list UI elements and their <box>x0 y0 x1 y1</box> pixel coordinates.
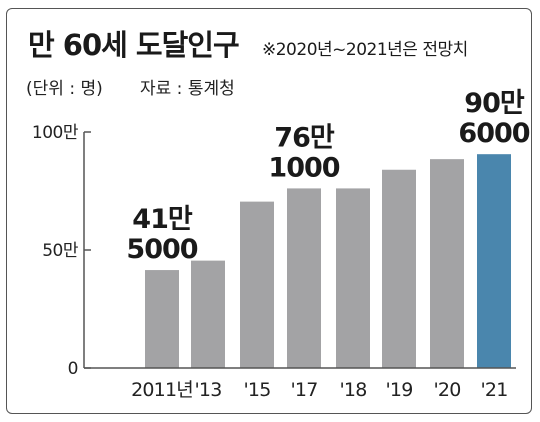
data-label: 5000 <box>126 234 197 265</box>
bar <box>430 159 464 368</box>
x-tick-label: '21 <box>481 379 508 401</box>
y-tick-label: 0 <box>68 359 78 379</box>
bar <box>191 260 225 368</box>
card-frame <box>6 8 532 414</box>
unit-label: (단위 : 명) <box>26 79 103 99</box>
x-tick-label: '13 <box>195 379 222 401</box>
data-label: 41만 <box>132 204 193 235</box>
bar <box>382 169 416 368</box>
x-tick-label: '20 <box>434 379 461 401</box>
bar <box>477 154 511 368</box>
chart-title: 만 60세 도달인구 <box>28 28 240 62</box>
data-label: 90만 <box>464 88 525 119</box>
bar <box>240 201 274 368</box>
data-label: 1000 <box>268 152 339 183</box>
data-label: 6000 <box>458 118 529 149</box>
bar <box>287 188 321 368</box>
bar <box>336 188 370 368</box>
y-tick-label: 50만 <box>42 241 79 261</box>
source-label: 자료 : 통계청 <box>140 79 235 99</box>
x-tick-label: '15 <box>244 379 271 401</box>
x-tick-label: 2011년 <box>131 379 193 401</box>
x-tick-label: '18 <box>340 379 367 401</box>
bar <box>145 270 179 368</box>
x-tick-label: '19 <box>386 379 413 401</box>
x-tick-label: '17 <box>291 379 318 401</box>
y-tick-label: 100만 <box>32 123 79 143</box>
forecast-note: ※2020년~2021년은 전망치 <box>262 40 468 60</box>
data-label: 76만 <box>274 122 335 153</box>
